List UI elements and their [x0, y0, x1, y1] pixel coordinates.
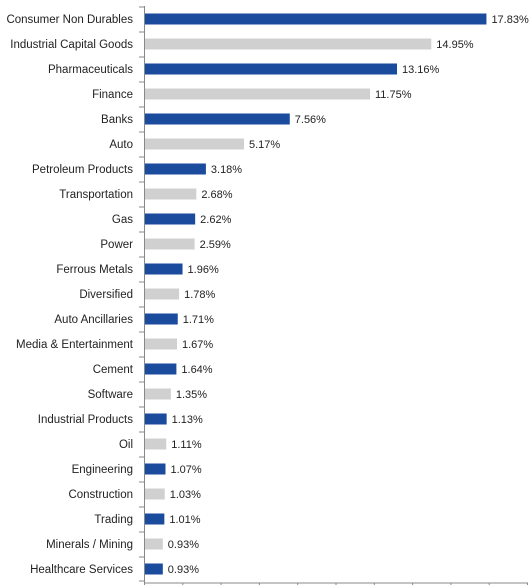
category-label: Software	[88, 389, 133, 401]
value-label: 1.67%	[182, 339, 213, 351]
category-label: Industrial Capital Goods	[10, 39, 133, 51]
bar	[145, 313, 178, 325]
value-label: 1.03%	[170, 489, 201, 501]
bar	[145, 63, 398, 75]
value-label: 2.62%	[200, 214, 231, 226]
category-label: Healthcare Services	[30, 564, 133, 576]
bar	[145, 438, 167, 450]
category-label: Oil	[119, 439, 133, 451]
category-label: Pharmaceuticals	[48, 64, 133, 76]
bars	[145, 13, 487, 575]
bar	[145, 138, 245, 150]
bar	[145, 513, 165, 525]
value-label: 13.16%	[402, 64, 440, 76]
value-label: 11.75%	[375, 89, 412, 101]
value-label: 3.18%	[211, 164, 242, 176]
value-label: 1.11%	[171, 439, 202, 451]
category-labels: Consumer Non Durables Industrial Capital …	[6, 14, 133, 576]
value-label: 2.68%	[201, 189, 232, 201]
bar	[145, 188, 197, 200]
bar	[145, 338, 177, 350]
value-label: 1.35%	[176, 389, 207, 401]
value-label: 1.01%	[169, 514, 200, 526]
value-label: 7.56%	[295, 114, 326, 126]
bar	[145, 413, 167, 425]
category-label: Banks	[101, 114, 133, 126]
value-label: 1.96%	[188, 264, 219, 276]
category-label: Petroleum Products	[32, 164, 133, 176]
category-label: Auto	[109, 139, 133, 151]
category-label: Auto Ancillaries	[54, 314, 133, 326]
value-label: 0.93%	[168, 539, 199, 551]
category-label: Transportation	[59, 189, 133, 201]
bar	[145, 238, 195, 250]
category-label: Engineering	[72, 464, 133, 476]
bar	[145, 263, 183, 275]
bar	[145, 13, 487, 25]
bar	[145, 538, 163, 550]
bar	[145, 213, 196, 225]
category-label: Trading	[94, 514, 133, 526]
category-label: Ferrous Metals	[56, 264, 133, 276]
bar	[145, 38, 432, 50]
bar	[145, 488, 165, 500]
category-label: Diversified	[79, 289, 133, 301]
category-label: Gas	[112, 214, 133, 226]
value-label: 5.17%	[249, 139, 280, 151]
value-label: 1.71%	[183, 314, 214, 326]
category-label: Consumer Non Durables	[6, 14, 133, 26]
bar	[145, 363, 177, 375]
category-label: Media & Entertainment	[16, 339, 134, 351]
value-label: 17.83%	[491, 14, 529, 26]
category-label: Finance	[92, 89, 133, 101]
value-label: 1.64%	[181, 364, 212, 376]
category-label: Power	[100, 239, 133, 251]
value-label: 1.07%	[170, 464, 201, 476]
value-label: 1.78%	[184, 289, 215, 301]
bar	[145, 88, 371, 100]
category-label: Minerals / Mining	[46, 539, 133, 551]
category-label: Cement	[93, 364, 134, 376]
axes	[139, 6, 528, 585]
category-label: Industrial Products	[38, 414, 133, 426]
bar	[145, 563, 163, 575]
value-label: 2.59%	[200, 239, 231, 251]
value-label: 1.13%	[172, 414, 203, 426]
category-label: Construction	[68, 489, 133, 501]
value-label: 0.93%	[168, 564, 199, 576]
bar	[145, 388, 171, 400]
bar	[145, 113, 290, 125]
value-labels: 17.83% 14.95% 13.16% 11.75% 7.56% 5.17% 3.18% 2…	[168, 14, 529, 576]
value-label: 14.95%	[436, 39, 474, 51]
bar	[145, 288, 180, 300]
bar	[145, 163, 206, 175]
bar	[145, 463, 166, 475]
